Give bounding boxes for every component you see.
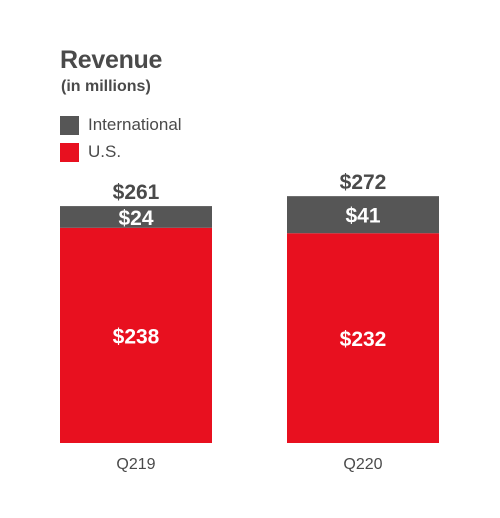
- x-tick-label-q219: Q219: [116, 456, 155, 473]
- chart-subtitle: (in millions): [61, 78, 151, 95]
- x-tick-label-q220: Q220: [343, 456, 382, 473]
- bar-label-u-s-q219: $238: [113, 325, 160, 348]
- bar-u-s-q220: [287, 233, 439, 443]
- bar-label-international-q220: $41: [345, 205, 380, 228]
- total-label-q219: $261: [113, 181, 160, 204]
- bar-international-q219: [60, 206, 212, 228]
- legend-swatch-international: [60, 115, 79, 135]
- legend-label-international: International: [88, 115, 182, 134]
- bar-u-s-q219: [60, 227, 212, 443]
- legend-item-international: International: [60, 115, 182, 135]
- legend-label-us: U.S.: [88, 142, 122, 161]
- bar-label-international-q219: $24: [118, 207, 153, 230]
- total-label-q220: $272: [340, 171, 387, 194]
- chart-title: Revenue: [60, 46, 163, 74]
- bar-label-u-s-q220: $232: [340, 328, 387, 351]
- legend-item-us: U.S.: [60, 142, 121, 162]
- legend-swatch-us: [60, 142, 79, 162]
- bar-international-q220: [287, 196, 439, 234]
